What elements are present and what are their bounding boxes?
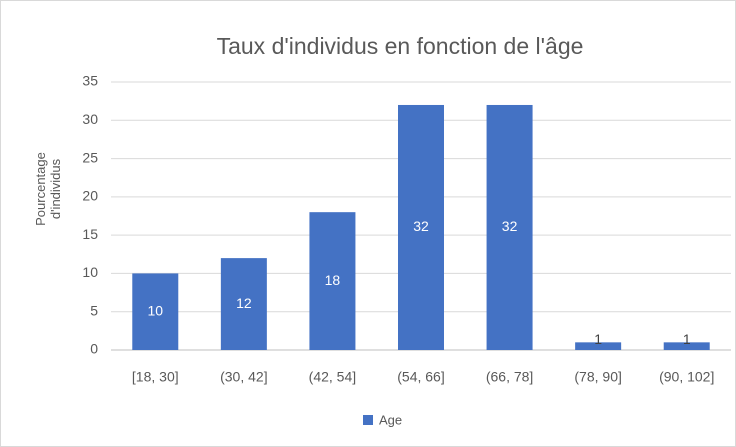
data-label: 12 [236, 295, 252, 311]
data-label: 10 [147, 302, 163, 318]
y-axis-label: Pourcentage d'individus [33, 152, 63, 226]
x-tick-label: (66, 78] [486, 369, 533, 385]
data-label: 32 [413, 218, 429, 234]
y-tick-label: 30 [82, 111, 98, 127]
bar [220, 258, 267, 350]
data-label: 1 [683, 331, 691, 347]
x-tick-label: (54, 66] [397, 369, 444, 385]
y-tick-label: 15 [82, 226, 98, 242]
bar [575, 342, 622, 350]
legend-swatch [363, 415, 373, 425]
bar [309, 212, 356, 350]
y-tick-label: 20 [82, 188, 98, 204]
y-tick-label: 35 [82, 73, 98, 89]
chart-title: Taux d'individus en fonction de l'âge [217, 33, 584, 59]
y-tick-label: 25 [82, 149, 98, 165]
data-label: 32 [502, 218, 518, 234]
y-tick-label: 10 [82, 264, 98, 280]
x-tick-label: (42, 54] [309, 369, 356, 385]
bar [486, 104, 533, 350]
legend-label: Age [379, 412, 402, 427]
bar [663, 342, 710, 350]
y-tick-label: 0 [90, 341, 98, 357]
x-tick-label: (90, 102] [659, 369, 714, 385]
bar [398, 104, 444, 350]
y-tick-label: 5 [90, 302, 98, 318]
data-label: 18 [325, 272, 341, 288]
bar [132, 273, 179, 350]
x-tick-label: [18, 30] [132, 369, 179, 385]
x-tick-label: (78, 90] [574, 369, 621, 385]
data-label: 1 [594, 331, 602, 347]
x-tick-label: (30, 42] [220, 369, 267, 385]
